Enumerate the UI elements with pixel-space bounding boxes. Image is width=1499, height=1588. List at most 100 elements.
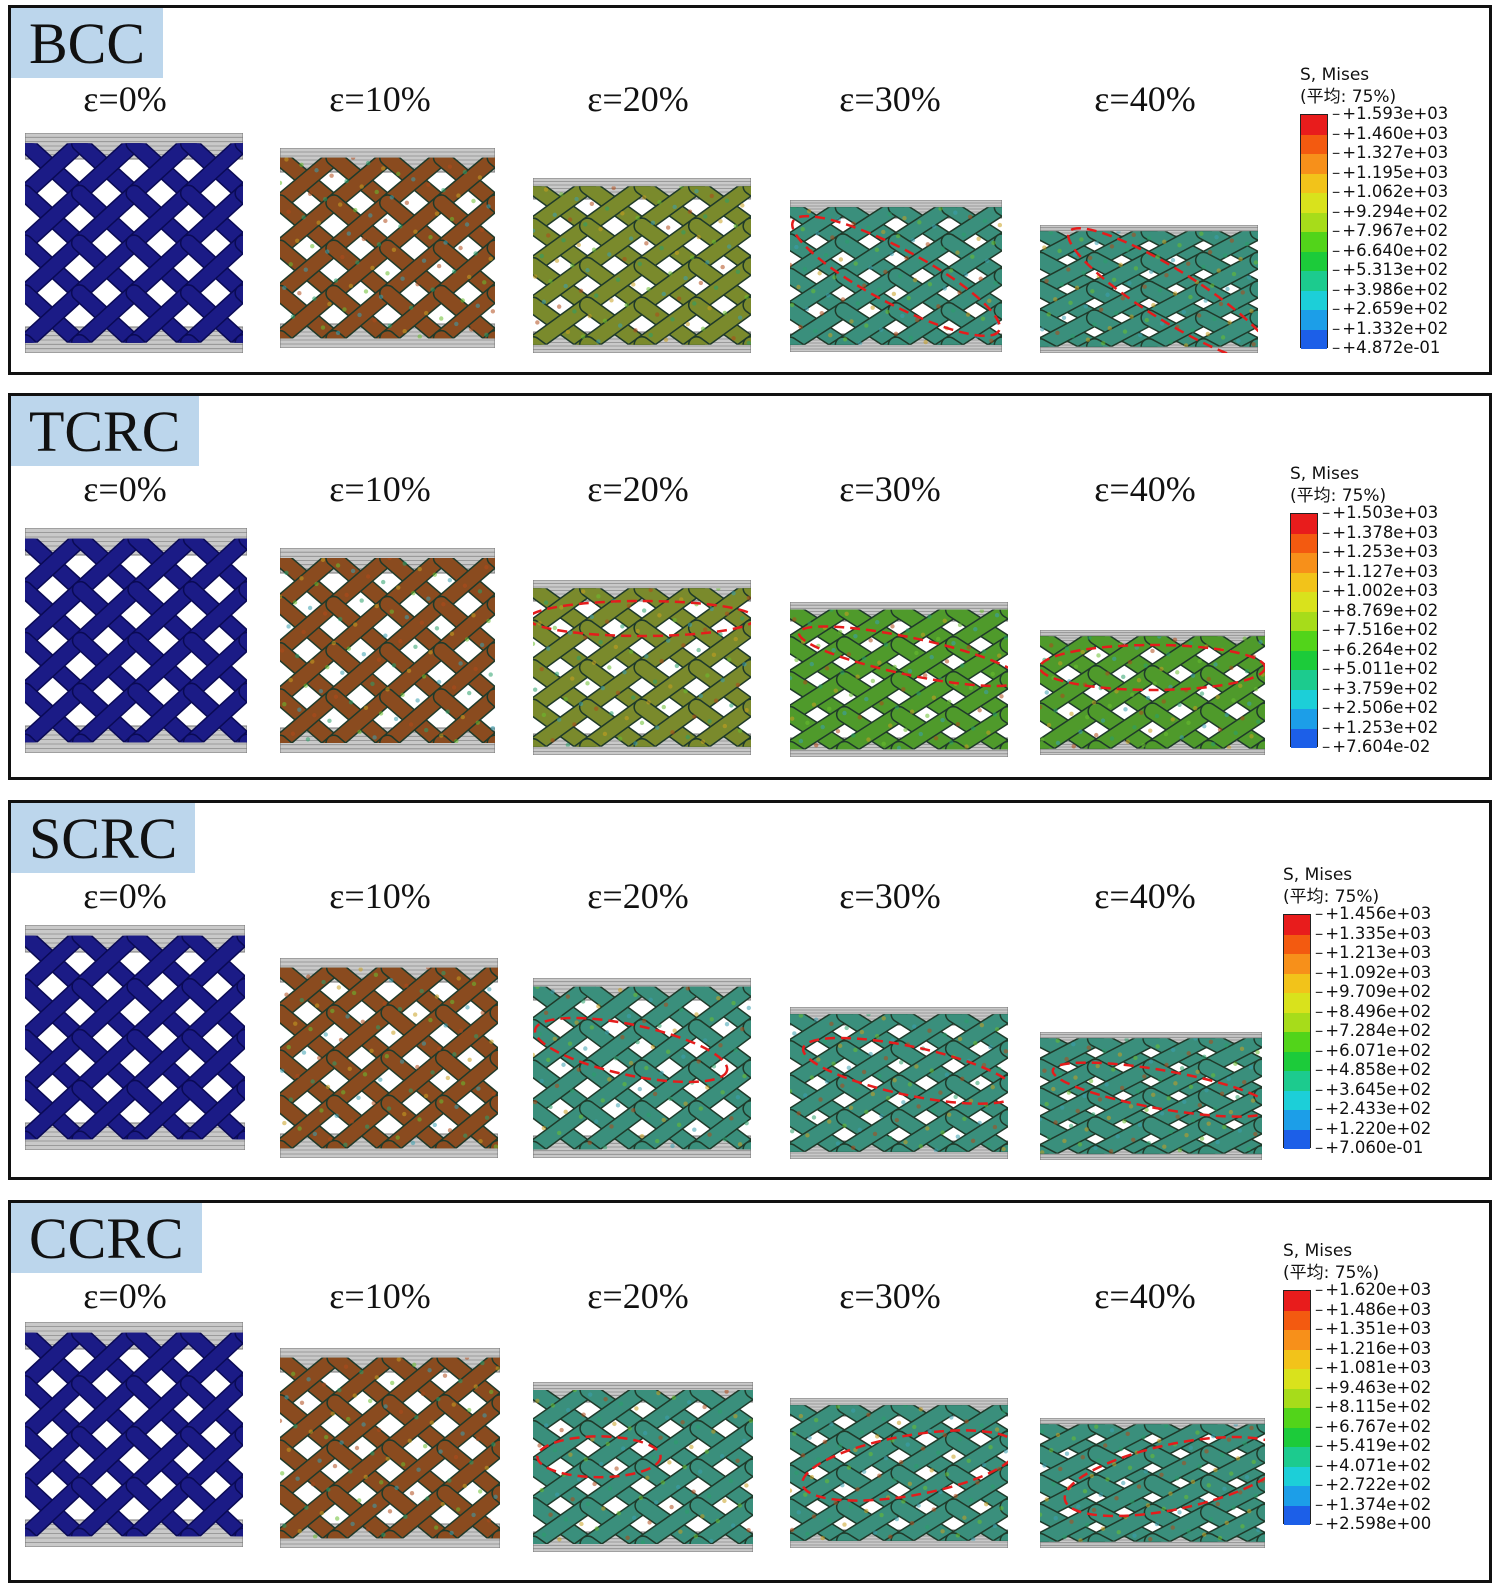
legend-value: +9.709e+02 xyxy=(1315,982,1431,1002)
specimen-strain-30 xyxy=(790,1398,1008,1548)
legend-value: +6.640e+02 xyxy=(1332,241,1448,261)
specimen-strain-30 xyxy=(790,602,1008,757)
legend-value: +6.767e+02 xyxy=(1315,1417,1431,1437)
lattice-structure xyxy=(790,207,1002,345)
legend-swatch xyxy=(1291,650,1317,670)
specimen-strain-30 xyxy=(790,200,1002,352)
legend-swatch xyxy=(1301,271,1327,291)
legend-swatch xyxy=(1284,993,1310,1013)
legend-value: +3.759e+02 xyxy=(1322,679,1438,699)
legend-swatch xyxy=(1284,1447,1310,1467)
failure-band-ellipse xyxy=(1063,1435,1265,1518)
legend-value: +1.092e+03 xyxy=(1315,963,1431,983)
legend-swatch xyxy=(1291,670,1317,690)
lattice-structure xyxy=(280,558,495,743)
strain-label: ε=0% xyxy=(83,876,167,916)
legend-value: +1.002e+03 xyxy=(1322,581,1438,601)
strain-label: ε=40% xyxy=(1094,469,1196,509)
panel-label: SCRC xyxy=(11,803,196,873)
strain-label: ε=10% xyxy=(329,469,431,509)
legend-swatch xyxy=(1291,533,1317,553)
legend-value: +9.294e+02 xyxy=(1332,202,1448,222)
specimen-strain-30 xyxy=(790,1007,1008,1159)
legend-swatch xyxy=(1291,553,1317,573)
specimen-strain-20 xyxy=(533,1382,753,1552)
lattice-structure xyxy=(280,157,495,339)
legend-value: +7.967e+02 xyxy=(1332,221,1448,241)
specimen-strain-40 xyxy=(1040,1418,1265,1548)
lattice-structure xyxy=(280,1357,500,1539)
legend-swatch xyxy=(1284,1466,1310,1486)
legend-value: +7.604e-02 xyxy=(1322,737,1438,757)
legend-value: +5.313e+02 xyxy=(1332,260,1448,280)
specimen-strain-0 xyxy=(25,925,245,1150)
legend-value: +1.374e+02 xyxy=(1315,1495,1431,1515)
legend-value: +1.335e+03 xyxy=(1315,924,1431,944)
legend-value: +1.503e+03 xyxy=(1322,503,1438,523)
lattice-structure xyxy=(25,1332,243,1537)
legend-swatch xyxy=(1284,1349,1310,1369)
legend-swatch xyxy=(1301,232,1327,252)
stress-legend: S, Mises(平均: 75%)+1.456e+03+1.335e+03+1.… xyxy=(1283,864,1431,1168)
failure-band-ellipse xyxy=(797,625,1008,688)
strain-label: ε=0% xyxy=(83,469,167,509)
panel-label: BCC xyxy=(11,8,164,78)
specimen-strain-10 xyxy=(280,1348,500,1548)
legend-swatch xyxy=(1284,1071,1310,1091)
legend-colorbar xyxy=(1290,513,1318,748)
strain-label: ε=10% xyxy=(329,79,431,119)
legend-swatch xyxy=(1291,728,1317,748)
lattice-structure xyxy=(533,588,751,747)
legend-value: +1.220e+02 xyxy=(1315,1119,1431,1139)
legend-swatch xyxy=(1301,212,1327,232)
strain-label: ε=0% xyxy=(83,1276,167,1316)
legend-swatch xyxy=(1291,572,1317,592)
strain-label: ε=20% xyxy=(587,1276,689,1316)
legend-value: +8.769e+02 xyxy=(1322,601,1438,621)
legend-value: +1.378e+03 xyxy=(1322,523,1438,543)
legend-subtitle: (平均: 75%) xyxy=(1283,887,1380,907)
legend-value: +8.115e+02 xyxy=(1315,1397,1431,1417)
lattice-structure xyxy=(790,1405,1008,1541)
lattice-structure xyxy=(280,967,498,1149)
legend-title: S, Mises xyxy=(1300,65,1370,85)
lattice-structure xyxy=(1040,231,1258,347)
legend-title: S, Mises xyxy=(1290,464,1360,484)
legend-colorbar xyxy=(1283,1290,1311,1525)
strain-label: ε=30% xyxy=(839,469,941,509)
legend-subtitle: (平均: 75%) xyxy=(1290,486,1387,506)
legend-value: +1.486e+03 xyxy=(1315,1300,1431,1320)
legend-value: +1.253e+03 xyxy=(1322,542,1438,562)
legend-value: +2.598e+00 xyxy=(1315,1514,1431,1534)
strain-label: ε=40% xyxy=(1094,79,1196,119)
legend-value: +1.081e+03 xyxy=(1315,1358,1431,1378)
failure-band-ellipse xyxy=(533,1016,729,1084)
legend-value: +4.858e+02 xyxy=(1315,1060,1431,1080)
legend-swatch xyxy=(1301,251,1327,271)
legend-swatch xyxy=(1284,1388,1310,1408)
legend-value: +2.506e+02 xyxy=(1322,698,1438,718)
legend-swatch xyxy=(1284,915,1310,935)
stress-legend: S, Mises(平均: 75%)+1.503e+03+1.378e+03+1.… xyxy=(1290,463,1438,767)
legend-value: +1.620e+03 xyxy=(1315,1280,1431,1300)
strain-label: ε=30% xyxy=(839,79,941,119)
legend-value: +8.496e+02 xyxy=(1315,1002,1431,1022)
legend-swatch xyxy=(1284,1032,1310,1052)
legend-swatch xyxy=(1291,689,1317,709)
legend-value: +7.284e+02 xyxy=(1315,1021,1431,1041)
lattice-structure xyxy=(533,186,751,345)
panel-scrc: SCRC ε=0% ε=10% ε=20% ε=30% ε=40% S, Mises (平均:… xyxy=(8,800,1492,1180)
legend-swatch xyxy=(1301,290,1327,310)
stress-legend: S, Mises(平均: 75%)+1.593e+03+1.460e+03+1.… xyxy=(1300,64,1448,368)
strain-label: ε=40% xyxy=(1094,876,1196,916)
specimen-strain-0 xyxy=(25,1322,243,1547)
legend-swatch xyxy=(1284,954,1310,974)
legend-value: +6.264e+02 xyxy=(1322,640,1438,660)
legend-value: +6.071e+02 xyxy=(1315,1041,1431,1061)
legend-value: +9.463e+02 xyxy=(1315,1378,1431,1398)
lattice-structure xyxy=(25,143,243,343)
failure-band-ellipse xyxy=(801,1036,1008,1105)
legend-swatch xyxy=(1284,1012,1310,1032)
legend-colorbar xyxy=(1300,114,1328,349)
